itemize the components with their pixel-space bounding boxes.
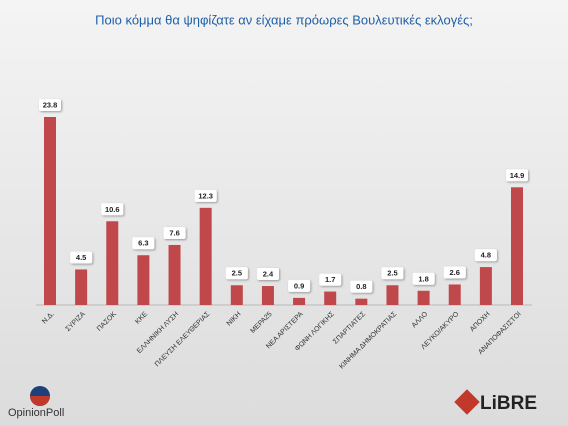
bar: [511, 187, 523, 305]
value-label: 2.5: [232, 269, 242, 278]
value-label: 23.8: [43, 100, 58, 109]
bar: [355, 298, 368, 305]
value-label-box: [381, 267, 404, 280]
bar: [137, 255, 150, 305]
bar: [448, 284, 461, 305]
value-label-box: [350, 280, 373, 293]
value-label-box: [443, 266, 466, 279]
value-label: 1.7: [325, 275, 335, 284]
value-label-box: [474, 249, 497, 262]
value-label-box: [319, 273, 342, 286]
logo-half: [30, 396, 50, 406]
bar: [44, 117, 56, 305]
value-label-box: [288, 279, 311, 292]
logo-mark: [454, 389, 480, 415]
value-label-box: [506, 169, 528, 182]
bar: [293, 297, 306, 305]
chart-title: Ποιο κόμμα θα ψηφίζατε αν είχαμε πρόωρες…: [95, 12, 473, 27]
value-label: 14.9: [510, 171, 525, 180]
value-label-box: [256, 268, 279, 281]
value-label-box: [101, 203, 124, 216]
bar: [261, 286, 274, 305]
value-label: 1.8: [418, 274, 428, 283]
value-label-box: [225, 267, 248, 280]
value-label: 4.5: [76, 253, 86, 262]
value-label-box: [163, 226, 186, 239]
bar: [168, 244, 181, 305]
value-label-box: [194, 189, 217, 202]
bar: [386, 285, 399, 305]
value-label: 2.6: [450, 268, 460, 277]
value-label-box: [39, 99, 61, 111]
bar: [199, 207, 212, 305]
value-label-box: [132, 237, 155, 250]
value-label: 7.6: [169, 228, 179, 237]
value-label: 10.6: [105, 205, 120, 214]
value-label-box: [70, 251, 93, 264]
bar: [106, 221, 119, 305]
logo-text: LiBRE: [480, 393, 537, 414]
bar: [479, 267, 492, 305]
bar: [75, 269, 88, 305]
bar: [324, 291, 337, 305]
opinionpoll-logo: OpinionPoll: [8, 386, 64, 419]
bar: [230, 285, 243, 305]
value-label: 2.5: [387, 269, 397, 278]
value-label: 0.8: [356, 282, 366, 291]
value-label-box: [412, 272, 435, 285]
libre-logo: LiBRE: [454, 389, 537, 415]
value-label: 2.4: [263, 270, 274, 279]
value-label: 12.3: [198, 191, 213, 200]
value-label: 0.9: [294, 281, 304, 290]
bar: [417, 290, 430, 305]
value-label: 4.8: [481, 251, 491, 260]
value-label: 6.3: [138, 239, 148, 248]
logo-text: OpinionPoll: [8, 407, 64, 419]
